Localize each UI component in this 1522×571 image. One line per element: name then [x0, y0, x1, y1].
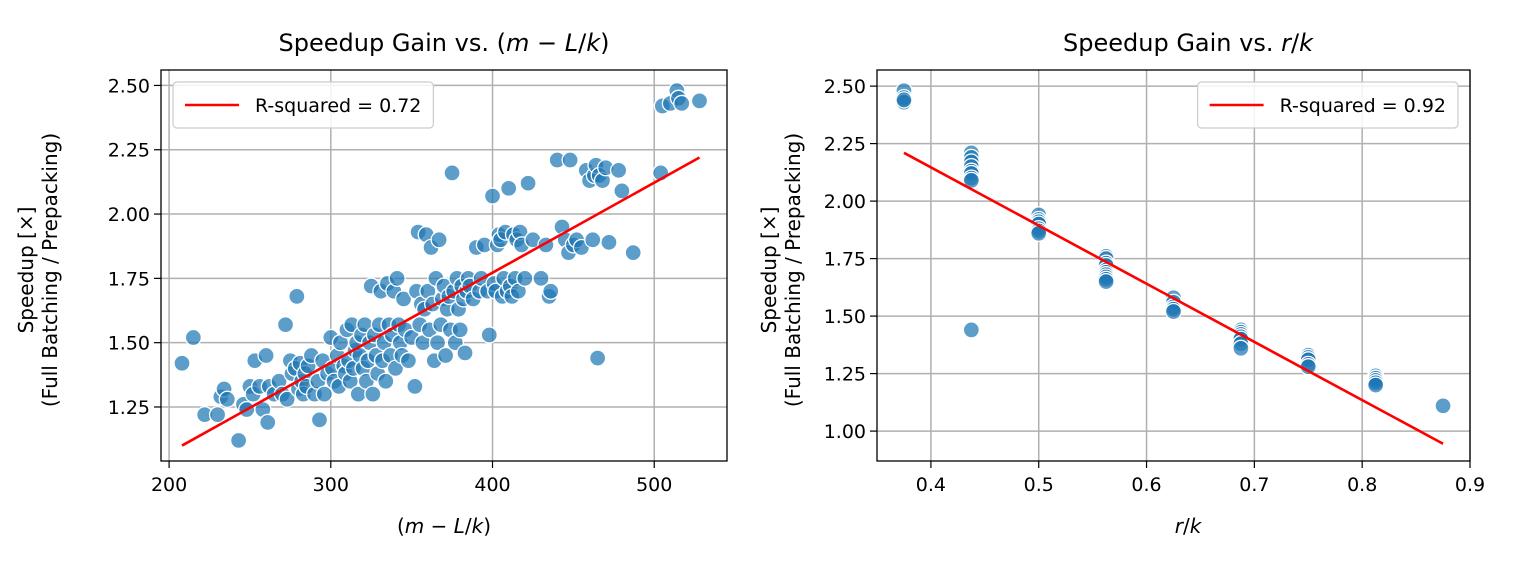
y-tick-label: 1.25	[824, 364, 866, 386]
data-point	[259, 413, 277, 432]
x-tick-label: 0.8	[1347, 474, 1377, 496]
data-point	[288, 287, 306, 306]
y-tick-label: 1.75	[108, 268, 150, 290]
data-point	[542, 282, 560, 300]
data-point	[377, 372, 395, 390]
x-tick-label: 500	[636, 474, 672, 496]
x-tick-label: 0.5	[1024, 474, 1054, 496]
data-point	[895, 91, 913, 109]
regression-line	[903, 151, 1444, 445]
x-tick-label: 200	[151, 474, 187, 496]
plot-frame	[876, 69, 1471, 462]
x-tick-label: 0.6	[1131, 474, 1161, 496]
data-point	[430, 231, 448, 249]
scatter-points	[173, 81, 709, 450]
x-axis-label: r/k	[1175, 514, 1203, 538]
y-axis-label-line1: Speedup [×]	[757, 207, 781, 334]
data-point	[436, 346, 455, 365]
data-point	[278, 390, 296, 408]
chart-left: Speedup Gain vs. (m − L/k) (m − L/k) Spe…	[14, 29, 728, 538]
x-axis-label: (m − L/k)	[397, 514, 491, 538]
data-point	[1434, 397, 1452, 415]
y-tick-label: 1.25	[108, 397, 150, 419]
data-point	[613, 182, 631, 200]
legend: R-squared = 0.92	[1197, 81, 1459, 129]
fit-line	[903, 151, 1444, 445]
y-tick-label: 2.00	[108, 204, 150, 226]
y-tick-label: 2.25	[824, 134, 866, 156]
data-point	[519, 174, 537, 192]
y-axis-label-line1: Speedup [×]	[14, 207, 38, 334]
y-axis-label-line2: (Full Batching / Prepacking)	[38, 133, 62, 407]
data-point	[406, 377, 424, 396]
y-tick-label: 1.50	[824, 306, 866, 328]
y-tick-label: 2.50	[108, 75, 150, 97]
gridlines	[877, 70, 1471, 461]
x-tick-label: 0.9	[1455, 474, 1485, 496]
data-point	[483, 187, 502, 205]
chart-title: Speedup Gain vs. r/k	[1063, 29, 1314, 57]
data-point	[690, 92, 709, 110]
x-tick-label: 300	[313, 474, 349, 496]
data-point	[624, 243, 642, 262]
data-point	[443, 164, 461, 182]
fit-line	[181, 156, 701, 447]
data-point	[1164, 302, 1183, 321]
legend-label: R-squared = 0.92	[1280, 95, 1446, 117]
data-point	[500, 179, 518, 197]
data-point	[394, 290, 413, 308]
data-point	[229, 431, 248, 450]
data-point	[584, 231, 602, 249]
y-axis-label-line2: (Full Batching / Prepacking)	[781, 133, 805, 407]
data-point	[310, 411, 329, 429]
y-tick-label: 2.50	[824, 76, 866, 98]
x-tick-label: 0.4	[916, 474, 946, 496]
data-point	[276, 316, 295, 334]
data-point	[588, 349, 607, 367]
data-point	[218, 390, 236, 408]
x-tick-label: 400	[474, 474, 510, 496]
y-tick-label: 1.50	[108, 333, 150, 355]
chart-right: Speedup Gain vs. r/k r/k Speedup [×] (Fu…	[757, 29, 1485, 538]
data-point	[516, 269, 534, 288]
data-point	[480, 326, 498, 344]
data-point	[184, 328, 202, 347]
data-point	[208, 406, 227, 424]
data-point	[451, 321, 469, 339]
data-point	[257, 346, 275, 365]
data-point	[315, 385, 333, 403]
data-point	[561, 151, 579, 169]
data-point	[673, 94, 691, 113]
data-point	[1097, 272, 1115, 291]
data-point	[456, 344, 474, 362]
legend-box	[1197, 81, 1459, 129]
data-point	[364, 385, 382, 403]
data-point	[1367, 376, 1385, 394]
y-tick-label: 1.00	[824, 421, 866, 443]
data-point	[399, 352, 418, 370]
chart-title: Speedup Gain vs. (m − L/k)	[279, 29, 610, 57]
axis-ticks: 0.4 0.5 0.6 0.7 0.8 0.9 1.00 1.25 1.50 1.75 2.00 2.…	[824, 76, 1485, 496]
axis-ticks: 200 300 400 500 1.25 1.50 1.75 2.00 2.25 2.50	[108, 75, 673, 496]
data-point	[532, 269, 550, 288]
data-point	[173, 354, 191, 372]
y-tick-label: 2.25	[108, 140, 150, 162]
data-point	[610, 161, 628, 179]
legend: R-squared = 0.72	[172, 81, 434, 129]
regression-line	[181, 156, 701, 447]
y-tick-label: 2.00	[824, 191, 866, 213]
data-point	[962, 321, 980, 339]
legend-label: R-squared = 0.72	[255, 95, 421, 117]
data-point	[388, 269, 406, 288]
y-tick-label: 1.75	[824, 249, 866, 271]
data-point	[1232, 339, 1250, 357]
legend-box	[172, 81, 434, 129]
scatter-points	[895, 82, 1452, 415]
plot-frame	[160, 69, 728, 462]
data-point	[428, 334, 447, 352]
x-tick-label: 0.7	[1239, 474, 1269, 496]
data-point	[600, 233, 618, 251]
